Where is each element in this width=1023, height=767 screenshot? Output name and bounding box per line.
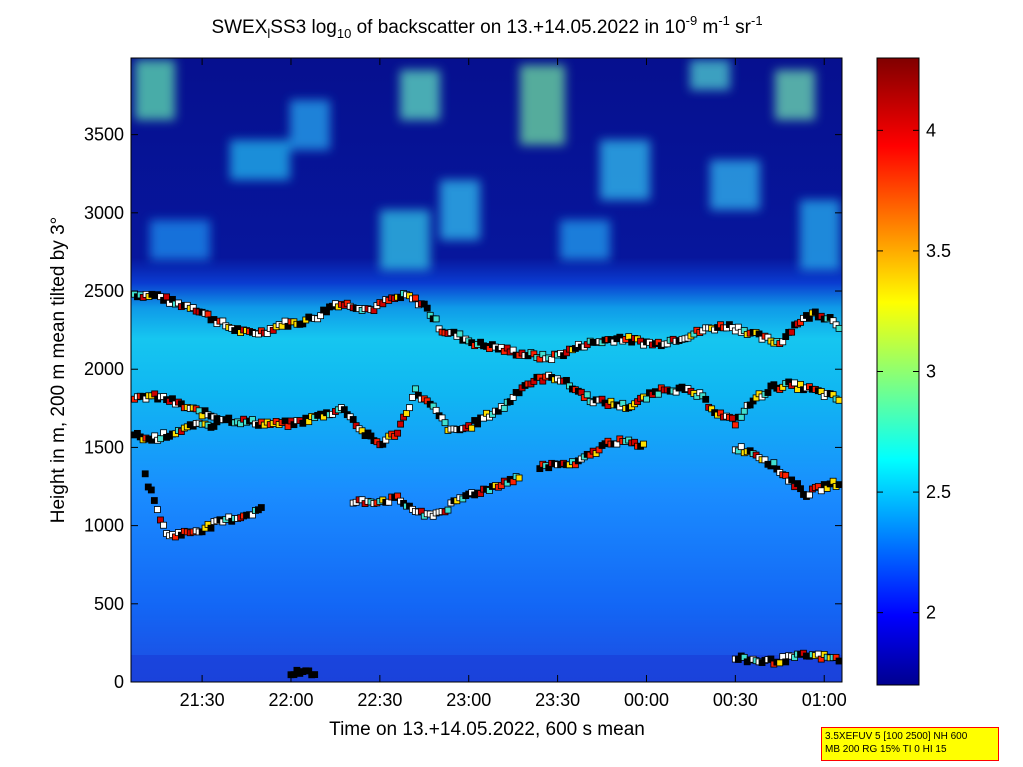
cloud-marker-mid-layer-2 (782, 472, 790, 479)
cloud-markers (131, 290, 842, 679)
cloud-marker-mid-layer-1 (406, 404, 413, 412)
cloud-marker-mid-layer-1 (281, 417, 289, 425)
cloud-marker-mid-layer-1 (740, 407, 748, 415)
cloud-marker-mid-layer-1 (731, 421, 739, 429)
cloud-marker-cloud-top (423, 304, 431, 312)
x-axis: 21:30 22:00 22:30 23:00 23:30 00:00 00:30 01:00 (180, 58, 847, 710)
cloud-marker-mid-layer-1 (764, 389, 772, 396)
cloud-marker-mid-layer-2 (817, 487, 825, 495)
cloud-marker-low-layer (515, 474, 523, 482)
cloud-marker-low-layer (207, 524, 215, 532)
cloud-marker-mid-layer-1 (563, 376, 570, 384)
cloud-marker-mid-layer-1 (643, 395, 650, 403)
cloud-marker-low-layer (150, 497, 158, 504)
y-tick-label: 500 (94, 594, 124, 614)
cloud-marker-mid-layer-1 (583, 391, 591, 399)
y-tick-label: 0 (114, 672, 124, 692)
cloud-marker-cloud-top (163, 293, 170, 301)
colorbar-tick-label: 3.5 (926, 241, 951, 261)
cloud-marker-mid-layer-2 (770, 459, 778, 467)
cloud-marker-cloud-top (317, 312, 325, 320)
cloud-marker-mid-layer-1 (791, 379, 798, 387)
x-tick-label: 22:00 (268, 690, 313, 710)
cloud-marker-mid-layer-2 (806, 491, 813, 499)
heatmap-plot (131, 58, 842, 682)
y-tick-label: 3000 (84, 203, 124, 223)
x-axis-label: Time on 13.+14.05.2022, 600 s mean (329, 719, 645, 740)
cloud-marker-cloud-top (411, 294, 419, 302)
cloud-marker-mid-layer-1 (394, 429, 402, 437)
x-tick-label: 01:00 (802, 690, 847, 710)
colorbar-tick-label: 2.5 (926, 482, 951, 502)
ground-band (131, 655, 842, 682)
y-axis-label: Height in m, 200 m mean tilted by 3° (48, 217, 69, 523)
cloud-marker-mid-layer-1 (409, 393, 416, 401)
y-tick-label: 2500 (84, 281, 124, 301)
cloud-marker-mid-layer-2 (788, 476, 796, 484)
cloud-marker-cloud-top (432, 315, 440, 323)
info-line-2: MB 200 RG 15% TI 0 HI 15 (825, 744, 947, 755)
cloud-marker-mid-layer-1 (702, 395, 710, 403)
cloud-marker-mid-layer-2 (157, 435, 165, 443)
colorbar-tick-label: 2 (926, 603, 936, 623)
cloud-marker-mid-layer-1 (728, 414, 736, 422)
x-tick-label: 23:30 (535, 690, 580, 710)
colorbar-ticks: 2 2.5 3 3.5 4 (877, 120, 951, 623)
colorbar-tick-label: 3 (926, 362, 936, 382)
y-tick-label: 1500 (84, 437, 124, 457)
y-axis: 0 500 1000 1500 2000 2500 3000 3500 (84, 125, 842, 692)
x-tick-label: 00:00 (624, 690, 669, 710)
cloud-marker-mid-layer-2 (737, 443, 745, 451)
cloud-marker-low-layer (160, 521, 167, 529)
x-tick-label: 22:30 (357, 690, 402, 710)
cloud-marker-mid-layer-1 (441, 419, 449, 427)
cloud-marker-mid-layer-2 (835, 481, 842, 488)
y-tick-label: 3500 (84, 125, 124, 145)
cloud-marker-mid-layer-1 (403, 410, 410, 417)
y-tick-label: 1000 (84, 516, 124, 536)
x-tick-label: 00:30 (713, 690, 758, 710)
cloud-marker-low-echo (311, 671, 319, 678)
cloud-marker-low-layer (154, 506, 161, 513)
x-tick-label: 23:00 (446, 690, 491, 710)
cloud-marker-low-layer (147, 486, 155, 494)
cloud-marker-mid-layer-1 (737, 413, 745, 421)
x-tick-label: 21:30 (180, 690, 225, 710)
y-tick-label: 2000 (84, 359, 124, 379)
cloud-marker-mid-layer-1 (500, 404, 508, 412)
cloud-marker-mid-layer-1 (468, 424, 476, 432)
cloud-marker-mid-layer-1 (284, 423, 292, 430)
cloud-marker-cloud-top (788, 328, 796, 336)
cloud-marker-low-layer (776, 659, 784, 667)
cloud-marker-low-layer (444, 506, 452, 514)
cloud-marker-cloud-top (204, 310, 212, 318)
cloud-marker-mid-layer-1 (474, 420, 482, 428)
cloud-marker-mid-layer-2 (640, 440, 647, 448)
cloud-marker-mid-layer-1 (411, 385, 419, 393)
cloud-marker-mid-layer-1 (654, 390, 662, 398)
cloud-marker-low-layer (141, 470, 149, 478)
plot-frame (130, 57, 843, 683)
cloud-marker-cloud-top (456, 330, 464, 338)
cloud-marker-low-layer (257, 504, 265, 511)
chart-title: SWEXlSS3 log10 of backscatter on 13.+14.… (211, 13, 762, 41)
cloud-marker-low-layer (835, 657, 842, 665)
cloud-marker-mid-layer-1 (349, 416, 357, 423)
cloud-marker-mid-layer-1 (835, 396, 842, 404)
colorbar-tick-label: 4 (926, 120, 936, 140)
cloud-marker-mid-layer-2 (797, 485, 804, 493)
cloud-marker-cloud-top (835, 324, 842, 332)
processing-info-box: 3.5XEFUV 5 [100 2500] NH 600 MB 200 RG 1… (821, 727, 999, 761)
cloud-marker-low-layer (782, 658, 790, 666)
colorbar (876, 57, 920, 686)
cloud-marker-mid-layer-2 (213, 418, 221, 426)
info-line-1: 3.5XEFUV 5 [100 2500] NH 600 (825, 731, 968, 742)
aerosol-patches (135, 60, 840, 270)
cloud-marker-mid-layer-1 (397, 420, 404, 428)
